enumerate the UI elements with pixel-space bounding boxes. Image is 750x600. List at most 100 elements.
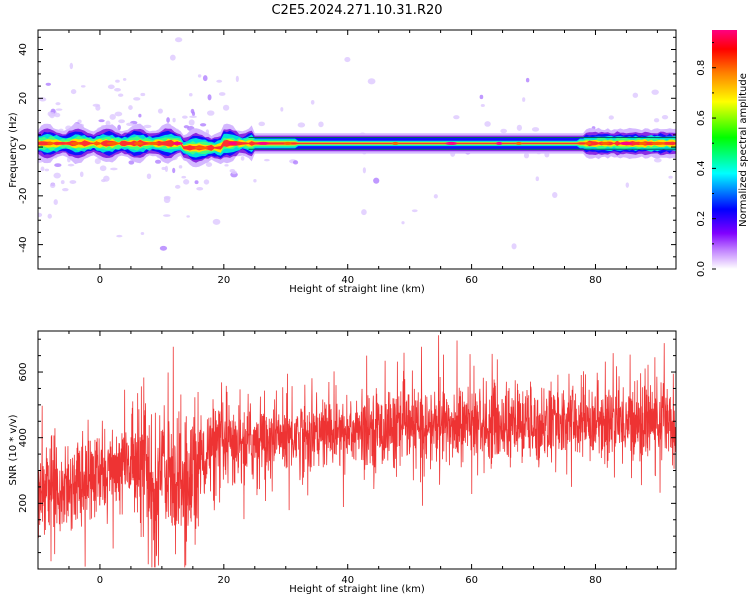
spectrogram-speckle	[367, 78, 376, 85]
spectrogram-speckle	[118, 119, 125, 124]
spectrogram-speckle	[164, 165, 169, 172]
snr-y-ticks: 200 400 600	[18, 338, 676, 554]
spectrogram-speckle	[175, 184, 181, 189]
snr-x-tick-label: 40	[341, 575, 354, 586]
spectrogram-speckle	[264, 158, 270, 162]
spectrogram-x-tick-label: 40	[341, 275, 354, 286]
spectrogram-speckle	[100, 178, 107, 183]
spectrogram-speckle	[292, 160, 299, 165]
spectrogram-panel: 0 20 40 60 80 -40 -20 0 20 40 Height of straight…	[8, 29, 677, 295]
spectrogram-speckle	[183, 125, 190, 129]
spectrogram-speckle	[79, 171, 84, 178]
spectrogram-speckle	[49, 182, 56, 188]
spectrogram-hotspot	[256, 141, 270, 145]
spectrogram-speckle	[194, 180, 199, 185]
spectrogram-speckle	[140, 232, 145, 235]
spectrogram-speckle	[183, 179, 190, 185]
spectrogram-speckle	[114, 87, 121, 92]
spectrogram-speckle	[49, 111, 56, 119]
spectrogram-y-axis-label: Frequency (Hz)	[8, 112, 19, 188]
colorbar-ticks: 0.0 0.2 0.4 0.6 0.8	[696, 42, 716, 277]
spectrogram-speckle	[661, 114, 669, 120]
spectrogram-speckle	[222, 104, 230, 111]
spectrogram-speckle	[318, 121, 324, 128]
spectrogram-speckle	[523, 152, 530, 159]
spectrogram-speckle	[47, 213, 52, 219]
spectrogram-hotspot	[618, 141, 633, 145]
spectrogram-speckle	[253, 178, 257, 183]
spectrogram-y-tick-label: 0	[18, 144, 29, 150]
spectrogram-speckle	[126, 122, 134, 126]
spectrogram-hotspot	[392, 141, 399, 145]
spectrogram-speckle	[67, 163, 75, 167]
spectrogram-speckle	[117, 124, 121, 131]
spectrogram-speckle	[117, 93, 124, 97]
spectrogram-hotspot	[445, 141, 458, 145]
spectrogram-speckle	[143, 124, 152, 129]
spectrogram-speckle	[62, 187, 69, 192]
spectrogram-hotspot	[133, 141, 144, 145]
spectrogram-speckle	[202, 75, 208, 82]
spectrogram-speckle	[433, 194, 438, 199]
spectrogram-hotspot	[600, 141, 610, 145]
spectrogram-speckle	[196, 186, 204, 191]
spectrogram-y-ticks: -40 -20 0 20 40	[18, 36, 676, 270]
spectrogram-y-tick-label: 40	[18, 43, 29, 56]
spectrogram-hotspot	[147, 141, 159, 145]
spectrogram-speckle	[484, 121, 491, 127]
spectrogram-speckle	[190, 108, 195, 114]
spectrogram-speckle	[516, 124, 523, 131]
spectrogram-speckle	[53, 172, 61, 179]
spectrogram-speckle	[212, 218, 221, 225]
spectrogram-speckle	[45, 82, 52, 86]
spectrogram-speckle	[159, 245, 168, 251]
spectrogram-speckle	[172, 117, 176, 123]
spectrogram-speckle	[128, 105, 133, 111]
spectrogram-speckle	[511, 243, 517, 250]
spectrogram-speckle	[109, 113, 116, 120]
spectrogram-y-tick-label: -40	[18, 236, 29, 252]
spectrogram-speckle	[653, 118, 660, 123]
spectrogram-speckle	[361, 209, 367, 216]
snr-y-axis-label: SNR (10 * v/v)	[8, 414, 19, 485]
spectrogram-x-tick-label: 20	[217, 275, 230, 286]
spectrogram-speckle	[54, 163, 62, 168]
spectrogram-speckle	[479, 94, 484, 100]
spectrogram-speckle	[625, 182, 630, 188]
spectrogram-speckle	[163, 196, 171, 204]
spectrogram-speckle	[297, 122, 306, 128]
spectrogram-speckle	[258, 121, 266, 127]
spectrogram-speckle	[181, 175, 187, 179]
colorbar-tick-label: 0.2	[696, 211, 707, 227]
spectrogram-x-tick-label: 0	[97, 275, 103, 286]
snr-y-tick-label: 400	[18, 428, 29, 447]
spectrogram-speckle	[69, 180, 77, 184]
spectrogram-speckle	[178, 165, 183, 169]
snr-x-axis-label: Height of straight line (km)	[289, 584, 425, 595]
spectrogram-speckle	[199, 123, 207, 127]
spectrogram-hotspot	[651, 141, 666, 145]
spectrogram-speckle	[280, 107, 284, 112]
spectrogram-speckle	[105, 120, 111, 126]
spectrogram-speckle	[157, 108, 163, 114]
spectrogram-speckle	[94, 158, 101, 165]
spectrogram-y-tick-label: 20	[18, 92, 29, 105]
spectrogram-speckle	[240, 156, 245, 161]
spectrogram-speckle	[203, 179, 210, 185]
colorbar-gradient	[712, 30, 737, 269]
spectrogram-hotspot	[194, 146, 209, 150]
spectrogram-speckle	[55, 102, 61, 106]
spectrogram-speckle	[188, 93, 193, 97]
spectrogram-speckle	[235, 75, 239, 83]
spectrogram-x-ticks: 0 20 40 60 80	[37, 30, 658, 286]
colorbar-tick-label: 0.6	[696, 110, 707, 126]
spectrogram-hotspot	[515, 141, 522, 145]
spectrogram-speckle	[116, 234, 123, 238]
spectrogram-speckle	[344, 56, 351, 63]
spectrogram-speckle	[140, 92, 146, 97]
spectrogram-speckle	[668, 175, 673, 179]
spectrogram-hotspot	[93, 141, 101, 145]
spectrogram-speckle	[172, 167, 176, 174]
snr-panel: 0 20 40 60 80 200 400 600 Height of straight l…	[8, 330, 677, 595]
spectrogram-speckle	[653, 157, 662, 163]
